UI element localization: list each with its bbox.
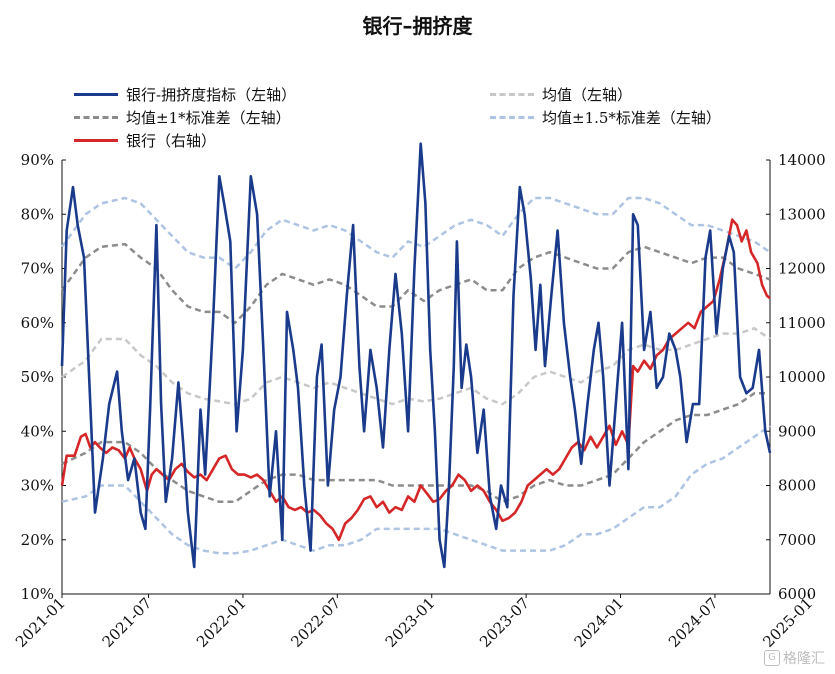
legend-swatch-bank: [74, 139, 118, 142]
legend-label-sd1: 均值±1*标准差（左轴）: [126, 109, 291, 127]
series-line-4: [60, 196, 771, 270]
y-right-tick-label: 11000: [778, 314, 826, 332]
watermark-text: 格隆汇: [783, 651, 825, 667]
series-lines: [60, 142, 772, 569]
y-left-tick-label: 80%: [21, 205, 54, 223]
legend-item-sd15: 均值±1.5*标准差（左轴）: [490, 107, 721, 128]
y-right-tick-label: 13000: [778, 205, 826, 223]
y-right-tick-label: 12000: [778, 260, 826, 278]
series-line-5: [61, 424, 771, 555]
y-left-tick-label: 30%: [21, 477, 54, 495]
y-left-tick-label: 20%: [21, 531, 54, 549]
y-right-tick-label: 9000: [778, 422, 816, 440]
y-right-tick-label: 8000: [778, 477, 816, 495]
x-tick-label: 2023-01: [382, 594, 439, 651]
y-right-tick-label: 14000: [778, 151, 826, 169]
x-tick-label: 2022-01: [193, 594, 250, 651]
legend-label-mean: 均值（左轴）: [542, 86, 633, 104]
legend-swatch-sd15: [490, 116, 534, 119]
y-right-tick-label: 6000: [778, 585, 816, 603]
legend-item-sd1: 均值±1*标准差（左轴）: [74, 107, 291, 128]
chart-title: 银行–拥挤度: [362, 14, 473, 38]
legend-swatch-crowding: [74, 93, 118, 96]
y-right-tick-label: 7000: [778, 531, 816, 549]
legend-swatch-mean: [490, 93, 534, 96]
legend-label-sd15: 均值±1.5*标准差（左轴）: [542, 109, 721, 127]
watermark: G 格隆汇: [764, 648, 825, 668]
legend-item-bank: 银行（右轴）: [74, 130, 216, 151]
x-tick-label: 2024-01: [571, 594, 628, 651]
x-tick-label: 2021-07: [99, 594, 156, 651]
series-line-6: [60, 218, 771, 542]
y-left-tick-label: 10%: [21, 585, 54, 603]
y-right-tick-label: 10000: [778, 368, 826, 386]
y-left-tick-label: 40%: [21, 422, 54, 440]
legend-item-crowding: 银行-拥挤度指标（左轴）: [74, 84, 296, 105]
y-left-tick-label: 50%: [21, 368, 54, 386]
y-left-tick-label: 70%: [21, 260, 54, 278]
y-left-tick-label: 90%: [21, 151, 54, 169]
series-line-2: [60, 242, 771, 325]
legend-item-mean: 均值（左轴）: [490, 84, 632, 105]
watermark-logo-icon: G: [764, 650, 780, 666]
series-line-0: [60, 142, 772, 569]
y-left-tick-label: 60%: [21, 314, 54, 332]
x-tick-label: 2023-07: [476, 594, 533, 651]
legend-swatch-sd1: [74, 116, 118, 119]
legend-label-bank: 银行（右轴）: [126, 132, 217, 150]
series-line-3: [61, 392, 770, 504]
x-tick-label: 2022-07: [287, 594, 344, 651]
x-tick-label: 2024-07: [665, 594, 722, 651]
legend-label-crowding: 银行-拥挤度指标（左轴）: [126, 86, 297, 104]
